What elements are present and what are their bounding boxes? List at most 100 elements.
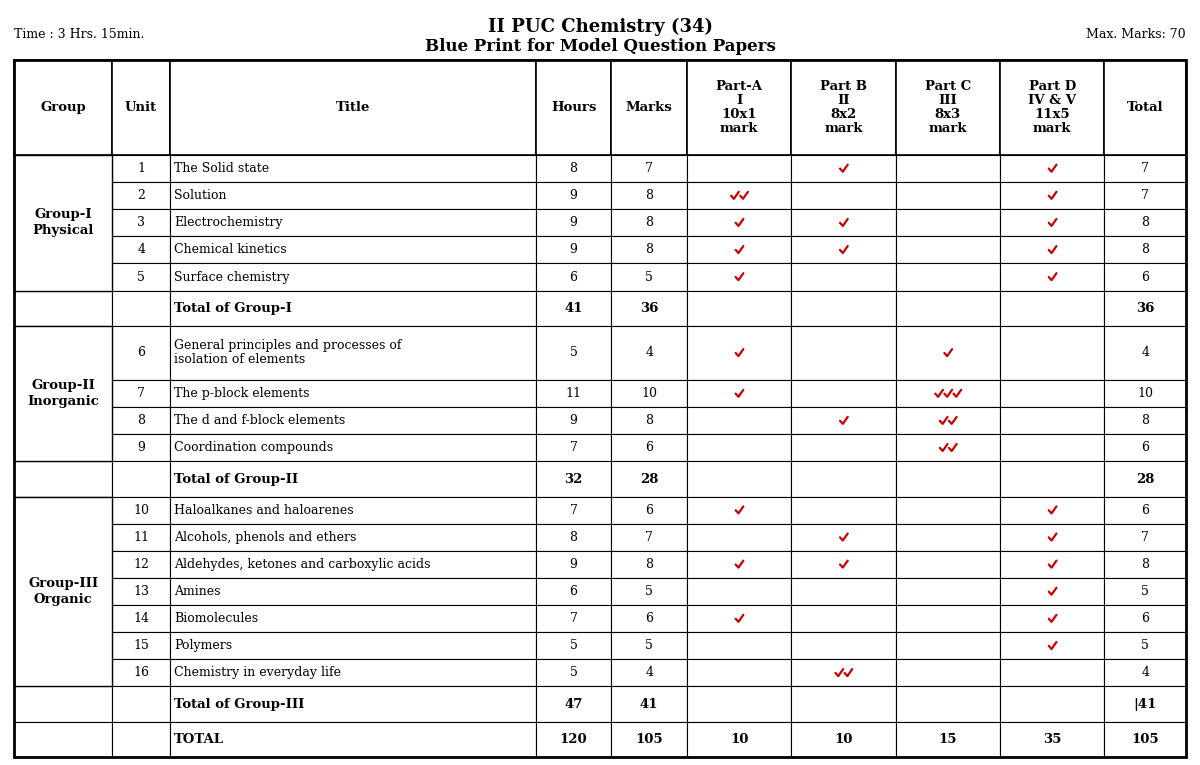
Text: Total of Group-I: Total of Group-I xyxy=(174,301,292,314)
Text: 8: 8 xyxy=(646,558,653,571)
Text: 6: 6 xyxy=(646,441,653,454)
Text: 1: 1 xyxy=(137,162,145,175)
Text: |41: |41 xyxy=(1134,698,1157,711)
Text: 105: 105 xyxy=(635,733,662,746)
Bar xyxy=(791,236,895,263)
Text: 5: 5 xyxy=(570,666,577,679)
Text: mark: mark xyxy=(824,122,863,135)
Text: 5: 5 xyxy=(570,347,577,360)
Text: 6: 6 xyxy=(137,347,145,360)
Bar xyxy=(611,326,686,380)
Bar xyxy=(536,721,611,757)
Text: 32: 32 xyxy=(564,473,583,486)
Bar xyxy=(686,380,791,407)
Text: Title: Title xyxy=(336,101,370,114)
Text: 15: 15 xyxy=(133,640,149,653)
Bar xyxy=(113,236,170,263)
Bar xyxy=(170,632,536,659)
Text: 5: 5 xyxy=(646,585,653,598)
Bar xyxy=(536,210,611,236)
Bar xyxy=(113,210,170,236)
Bar xyxy=(1000,326,1104,380)
Text: mark: mark xyxy=(929,122,967,135)
Bar xyxy=(791,291,895,326)
Text: 6: 6 xyxy=(646,612,653,625)
Text: 8x3: 8x3 xyxy=(935,108,961,121)
Text: 4: 4 xyxy=(137,243,145,256)
Bar xyxy=(1000,605,1104,632)
Bar xyxy=(1104,407,1186,435)
Bar xyxy=(686,435,791,461)
Text: 13: 13 xyxy=(133,585,149,598)
Bar xyxy=(686,155,791,182)
Bar xyxy=(14,326,113,461)
Bar xyxy=(536,326,611,380)
Text: 3: 3 xyxy=(137,216,145,230)
Text: Group-I: Group-I xyxy=(35,208,92,221)
Bar xyxy=(170,605,536,632)
Text: 12: 12 xyxy=(133,558,149,571)
Bar xyxy=(1000,524,1104,551)
Bar xyxy=(686,236,791,263)
Bar xyxy=(611,686,686,721)
Text: Electrochemistry: Electrochemistry xyxy=(174,216,282,230)
Text: 5: 5 xyxy=(1141,640,1150,653)
Text: Group: Group xyxy=(41,101,86,114)
Bar xyxy=(113,659,170,686)
Bar xyxy=(686,632,791,659)
Bar xyxy=(611,182,686,210)
Text: The p-block elements: The p-block elements xyxy=(174,387,310,400)
Bar xyxy=(1104,461,1186,496)
Bar xyxy=(1104,291,1186,326)
Bar xyxy=(686,605,791,632)
Bar xyxy=(170,263,536,291)
Bar xyxy=(611,435,686,461)
Text: Polymers: Polymers xyxy=(174,640,232,653)
Text: 4: 4 xyxy=(646,666,653,679)
Bar xyxy=(1000,291,1104,326)
Bar xyxy=(170,155,536,182)
Bar xyxy=(611,524,686,551)
Bar xyxy=(611,236,686,263)
Bar xyxy=(14,210,113,236)
Bar xyxy=(1000,632,1104,659)
Bar xyxy=(686,210,791,236)
Bar xyxy=(536,236,611,263)
Bar xyxy=(611,461,686,496)
Bar xyxy=(1000,155,1104,182)
Text: Part D: Part D xyxy=(1028,80,1076,93)
Text: 8: 8 xyxy=(137,415,145,427)
Bar xyxy=(1104,659,1186,686)
Bar xyxy=(170,659,536,686)
Text: 10: 10 xyxy=(641,387,658,400)
Bar xyxy=(895,578,1000,605)
Bar xyxy=(170,496,536,524)
Bar xyxy=(895,407,1000,435)
Text: 10x1: 10x1 xyxy=(721,108,757,121)
Text: 105: 105 xyxy=(1132,733,1159,746)
Bar xyxy=(1000,686,1104,721)
Bar xyxy=(170,524,536,551)
Bar xyxy=(895,524,1000,551)
Bar xyxy=(611,632,686,659)
Bar xyxy=(791,182,895,210)
Text: 28: 28 xyxy=(1136,473,1154,486)
Bar xyxy=(1104,155,1186,182)
Bar xyxy=(1104,551,1186,578)
Text: 8: 8 xyxy=(646,189,653,202)
Text: Organic: Organic xyxy=(34,593,92,606)
Text: 36: 36 xyxy=(640,301,659,314)
Bar xyxy=(170,60,536,155)
Text: Amines: Amines xyxy=(174,585,221,598)
Bar xyxy=(113,461,170,496)
Bar xyxy=(1000,210,1104,236)
Bar xyxy=(611,721,686,757)
Bar xyxy=(14,496,113,524)
Bar xyxy=(14,721,113,757)
Bar xyxy=(14,578,113,605)
Bar xyxy=(686,721,791,757)
Text: mark: mark xyxy=(720,122,758,135)
Text: 36: 36 xyxy=(1136,301,1154,314)
Text: 8: 8 xyxy=(646,243,653,256)
Bar xyxy=(536,551,611,578)
